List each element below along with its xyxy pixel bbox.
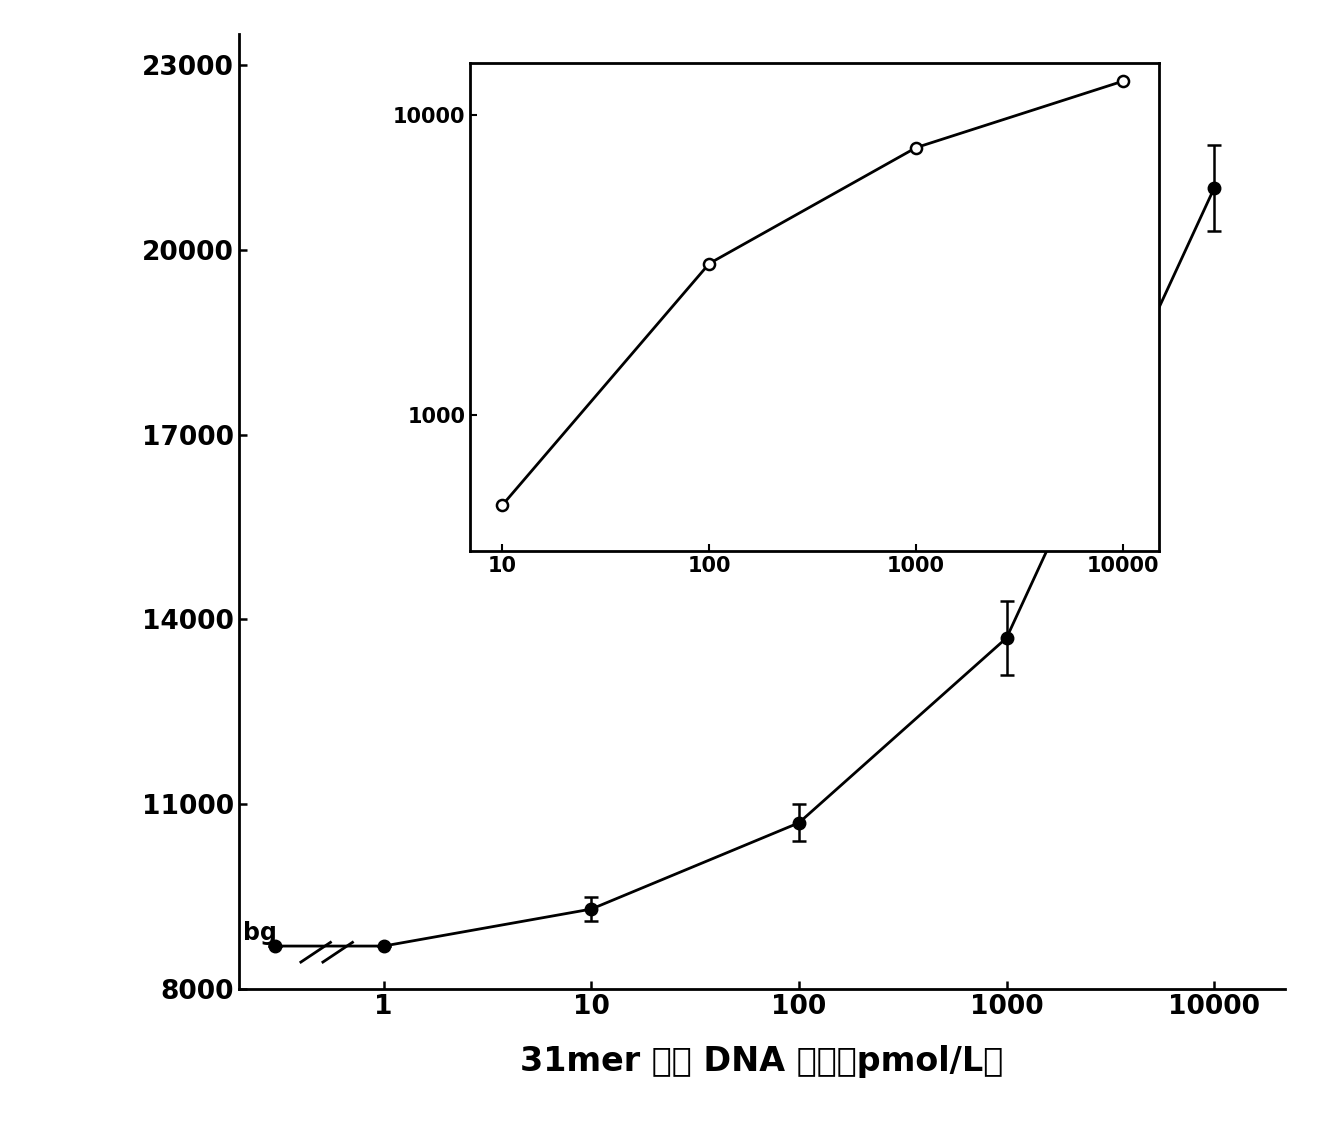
- Text: bg: bg: [242, 921, 277, 945]
- X-axis label: 31mer 日标 DNA 浓度（pmol/L）: 31mer 日标 DNA 浓度（pmol/L）: [521, 1045, 1003, 1078]
